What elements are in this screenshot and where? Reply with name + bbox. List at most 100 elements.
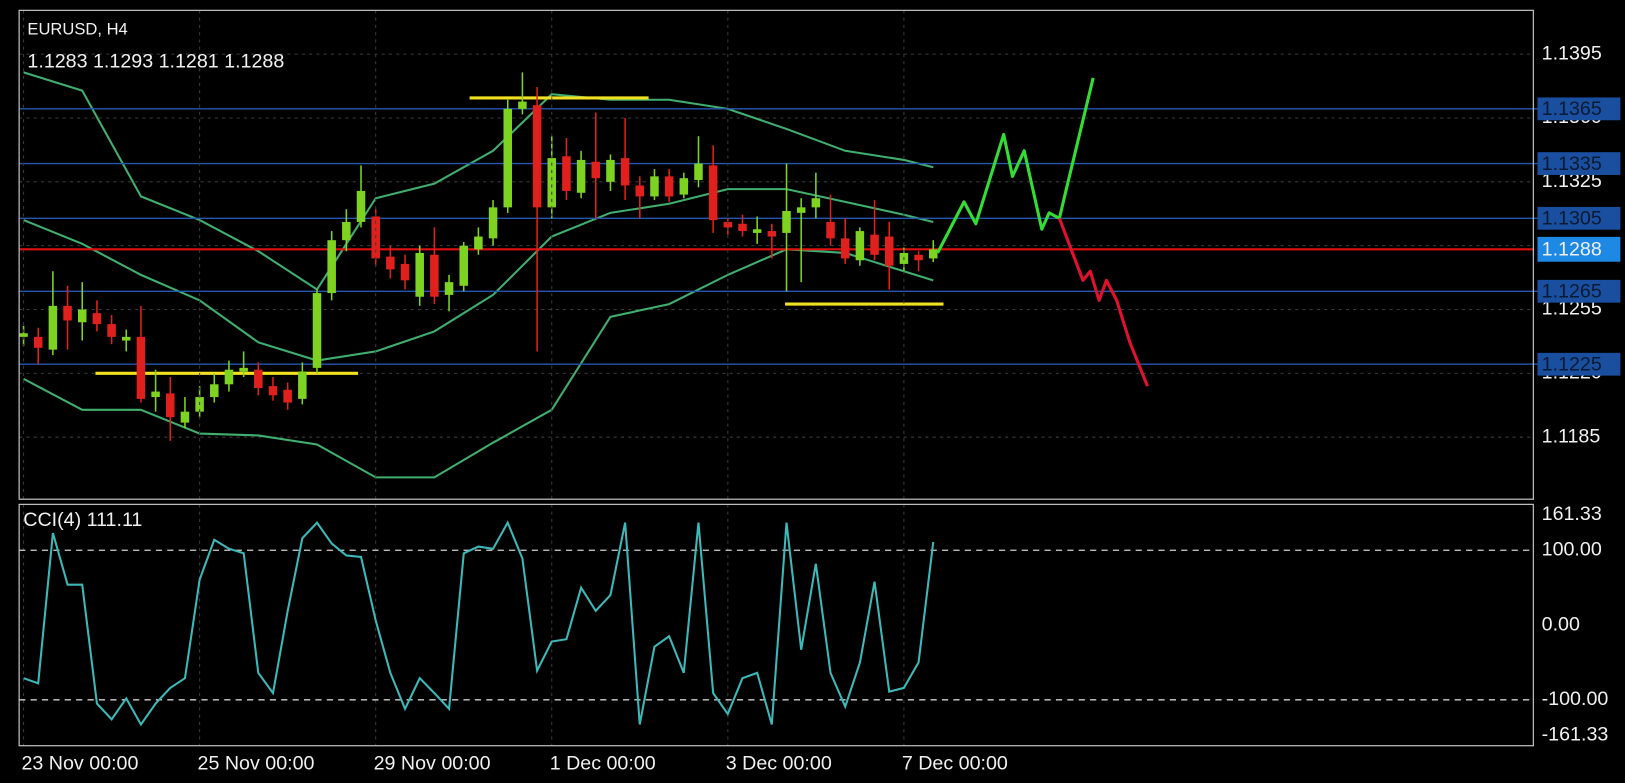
current-price-box	[1537, 236, 1621, 262]
symbol-title: EURUSD, H4	[27, 19, 127, 38]
candle-body	[298, 371, 307, 399]
candle-body	[826, 221, 835, 239]
y-tick-label: 1.1395	[1542, 42, 1602, 64]
candle-body	[33, 336, 43, 348]
y-tick-label: 1.1255	[1542, 298, 1602, 320]
level-label-box	[1537, 279, 1621, 303]
candle-body	[547, 158, 557, 208]
candle-body	[151, 391, 160, 398]
candle-body	[767, 231, 777, 237]
candle-body	[591, 161, 601, 179]
candle-body	[576, 159, 586, 193]
x-tick-label: 7 Dec 00:00	[902, 753, 1008, 775]
candle-body	[782, 211, 791, 233]
ohlc-readout: 1.1283 1.1293 1.1281 1.1288	[27, 50, 284, 72]
candle-body	[928, 249, 938, 259]
candle-body	[430, 254, 439, 297]
candle-body	[474, 236, 483, 250]
x-tick-label: 1 Dec 00:00	[550, 753, 656, 775]
cci-frame	[18, 503, 1534, 747]
candle-body	[708, 165, 718, 221]
candle-body	[840, 238, 850, 259]
level-label: 1.1305	[1542, 208, 1602, 230]
candle-body	[92, 313, 102, 325]
candle-body	[312, 293, 322, 368]
candle-body	[63, 305, 72, 321]
forecast-path	[936, 77, 1095, 254]
candle-body	[562, 156, 571, 191]
level-label-box	[1537, 206, 1621, 230]
candle-body	[342, 221, 351, 241]
candle-body	[679, 178, 689, 195]
candle-body	[855, 231, 865, 261]
level-label: 1.1335	[1542, 153, 1602, 175]
candle-body	[694, 163, 703, 180]
current-price-label: 1.1288	[1542, 239, 1602, 261]
candle-body	[356, 190, 366, 222]
candle-body	[386, 256, 395, 270]
candle-body	[870, 234, 879, 255]
candle-body	[210, 384, 219, 398]
level-label-box	[1537, 152, 1621, 175]
candle-body	[444, 282, 454, 295]
candle-body	[136, 336, 146, 399]
candle-body	[283, 389, 292, 403]
candle-body	[166, 393, 175, 418]
candle-body	[415, 252, 424, 297]
candle-body	[459, 245, 468, 286]
candle-body	[884, 236, 894, 266]
y-tick-label: -100.00	[1542, 688, 1609, 710]
level-label: 1.1365	[1542, 98, 1602, 120]
candle-body	[620, 158, 630, 186]
candle-body	[635, 185, 645, 197]
candle-body	[518, 101, 527, 109]
y-tick-label: 161.33	[1542, 503, 1602, 525]
candle-body	[606, 159, 615, 182]
level-label-box	[1537, 97, 1621, 121]
candle-body	[738, 223, 747, 232]
candle-body	[121, 336, 131, 341]
level-label-box	[1537, 352, 1621, 376]
y-tick-label: 100.00	[1542, 538, 1602, 560]
forecast-path	[1057, 217, 1149, 387]
cci-line	[23, 520, 935, 727]
level-label: 1.1225	[1542, 353, 1602, 375]
candle-body	[650, 176, 659, 197]
cci-title: CCI(4) 111.11	[23, 509, 142, 531]
candle-body	[752, 229, 762, 233]
y-tick-label: 0.00	[1542, 613, 1580, 635]
candle-body	[48, 305, 58, 350]
candle-body	[254, 369, 263, 388]
y-tick-label: 1.1185	[1542, 425, 1601, 447]
candle-body	[224, 369, 234, 385]
x-tick-label: 29 Nov 00:00	[374, 753, 491, 775]
candle-body	[488, 207, 498, 239]
y-tick-label: -161.33	[1542, 724, 1609, 746]
candle-body	[914, 254, 923, 261]
x-tick-label: 23 Nov 00:00	[21, 753, 138, 775]
candle-body	[503, 108, 512, 208]
candle-body	[19, 333, 28, 337]
bollinger-band	[23, 248, 934, 479]
main-frame	[18, 9, 1534, 500]
level-label: 1.1265	[1542, 281, 1602, 303]
x-tick-label: 25 Nov 00:00	[198, 753, 315, 775]
candle-body	[400, 263, 410, 281]
candle-body	[239, 367, 248, 372]
plot-layer: 1.13951.13601.13251.12901.12551.12201.11…	[19, 10, 1621, 775]
candle-body	[180, 411, 190, 423]
y-tick-label: 1.1325	[1542, 170, 1602, 192]
candle-body	[811, 198, 821, 208]
candle-body	[107, 324, 116, 337]
candle-body	[532, 105, 542, 208]
candle-body	[327, 240, 336, 294]
candle-body	[664, 176, 674, 197]
bollinger-band	[23, 71, 934, 291]
candle-body	[723, 221, 733, 228]
candle-body	[796, 207, 806, 213]
candle-body	[77, 309, 87, 323]
x-tick-label: 3 Dec 00:00	[726, 753, 832, 775]
